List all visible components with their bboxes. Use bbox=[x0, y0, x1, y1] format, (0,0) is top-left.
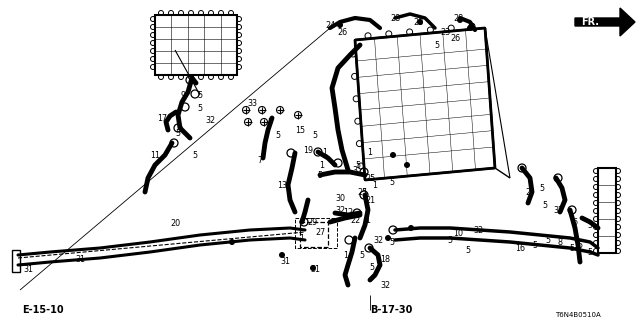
Text: 26: 26 bbox=[337, 28, 347, 36]
Bar bbox=[598, 168, 616, 253]
Text: 5: 5 bbox=[197, 103, 203, 113]
Text: 5: 5 bbox=[540, 183, 545, 193]
Text: 5: 5 bbox=[197, 91, 203, 100]
Text: 7: 7 bbox=[257, 156, 262, 164]
Text: 1: 1 bbox=[323, 148, 328, 156]
Text: 16: 16 bbox=[515, 244, 525, 252]
Text: 26: 26 bbox=[450, 34, 460, 43]
Text: 25: 25 bbox=[357, 188, 367, 196]
Bar bbox=[300, 222, 328, 247]
Text: 30: 30 bbox=[335, 194, 345, 203]
Text: 1: 1 bbox=[372, 180, 378, 189]
Text: 5: 5 bbox=[389, 237, 395, 246]
Text: 5: 5 bbox=[312, 131, 317, 140]
Text: 4: 4 bbox=[335, 125, 340, 134]
Text: 19: 19 bbox=[303, 146, 313, 155]
Text: 13: 13 bbox=[277, 180, 287, 189]
Text: 32: 32 bbox=[473, 226, 483, 235]
Text: 5: 5 bbox=[545, 236, 550, 244]
Text: 23: 23 bbox=[440, 28, 450, 36]
Text: 5: 5 bbox=[543, 201, 548, 210]
Text: 5: 5 bbox=[532, 241, 538, 250]
Bar bbox=[295, 218, 337, 248]
Text: 29: 29 bbox=[307, 218, 317, 227]
Text: 14: 14 bbox=[343, 251, 353, 260]
Text: 22: 22 bbox=[350, 215, 360, 225]
Text: 31: 31 bbox=[310, 266, 320, 275]
Text: 5: 5 bbox=[360, 251, 365, 260]
Text: 10: 10 bbox=[453, 228, 463, 237]
Text: 5: 5 bbox=[465, 245, 470, 254]
Circle shape bbox=[279, 252, 285, 258]
Text: 1: 1 bbox=[319, 161, 324, 170]
Text: 5: 5 bbox=[389, 178, 395, 187]
Text: 27: 27 bbox=[315, 228, 325, 236]
Text: 28: 28 bbox=[413, 18, 423, 27]
Bar bbox=[12, 250, 20, 272]
Text: 31: 31 bbox=[280, 258, 290, 267]
Text: 32: 32 bbox=[380, 281, 390, 290]
Text: B-17-30: B-17-30 bbox=[370, 305, 412, 315]
Circle shape bbox=[457, 17, 463, 23]
Text: FR.: FR. bbox=[581, 17, 599, 27]
Text: 25: 25 bbox=[365, 173, 375, 182]
Text: 5: 5 bbox=[435, 41, 440, 50]
Text: 5: 5 bbox=[193, 150, 198, 159]
Text: 5: 5 bbox=[369, 263, 374, 273]
Text: 5: 5 bbox=[355, 161, 360, 170]
Polygon shape bbox=[575, 8, 635, 36]
Text: 15: 15 bbox=[295, 125, 305, 134]
Text: 5: 5 bbox=[570, 244, 575, 252]
Text: 5: 5 bbox=[268, 117, 273, 126]
Circle shape bbox=[385, 235, 391, 241]
Bar bbox=[155, 15, 237, 75]
Text: 8: 8 bbox=[557, 237, 563, 246]
Circle shape bbox=[467, 25, 473, 31]
Text: 33: 33 bbox=[553, 205, 563, 214]
Text: 28: 28 bbox=[453, 13, 463, 22]
Text: 11: 11 bbox=[150, 150, 160, 159]
Text: 12: 12 bbox=[343, 207, 353, 217]
Circle shape bbox=[404, 162, 410, 168]
Text: 5: 5 bbox=[447, 236, 452, 244]
Circle shape bbox=[310, 265, 316, 271]
Text: 31: 31 bbox=[75, 255, 85, 265]
Text: 5: 5 bbox=[175, 129, 180, 138]
Text: 17: 17 bbox=[157, 114, 167, 123]
Text: 32: 32 bbox=[373, 236, 383, 244]
Text: 1: 1 bbox=[367, 148, 372, 156]
Text: 1: 1 bbox=[365, 215, 371, 225]
Text: 1: 1 bbox=[362, 188, 367, 196]
Text: 5: 5 bbox=[275, 131, 280, 140]
Text: 24: 24 bbox=[325, 20, 335, 29]
Text: 1: 1 bbox=[300, 234, 305, 243]
Text: 28: 28 bbox=[390, 13, 400, 22]
Text: 6: 6 bbox=[573, 218, 577, 227]
Text: T6N4B0510A: T6N4B0510A bbox=[555, 312, 601, 318]
Text: 20: 20 bbox=[170, 219, 180, 228]
Text: 33: 33 bbox=[247, 99, 257, 108]
Text: 9: 9 bbox=[180, 91, 186, 100]
Text: 31: 31 bbox=[23, 266, 33, 275]
Circle shape bbox=[390, 152, 396, 158]
Text: 32: 32 bbox=[205, 116, 215, 124]
Text: 3: 3 bbox=[353, 165, 358, 174]
Circle shape bbox=[229, 239, 235, 245]
Text: 15: 15 bbox=[573, 241, 583, 250]
Text: 2: 2 bbox=[525, 188, 531, 196]
Text: E-15-10: E-15-10 bbox=[22, 305, 63, 315]
Text: 5: 5 bbox=[317, 171, 323, 180]
Text: 5: 5 bbox=[588, 220, 593, 229]
Text: 5: 5 bbox=[588, 247, 593, 257]
Polygon shape bbox=[355, 28, 495, 180]
Text: 32: 32 bbox=[335, 205, 345, 214]
Text: 18: 18 bbox=[380, 255, 390, 265]
Circle shape bbox=[337, 22, 343, 28]
Circle shape bbox=[417, 19, 423, 25]
Circle shape bbox=[408, 225, 414, 231]
Text: 21: 21 bbox=[365, 196, 375, 204]
